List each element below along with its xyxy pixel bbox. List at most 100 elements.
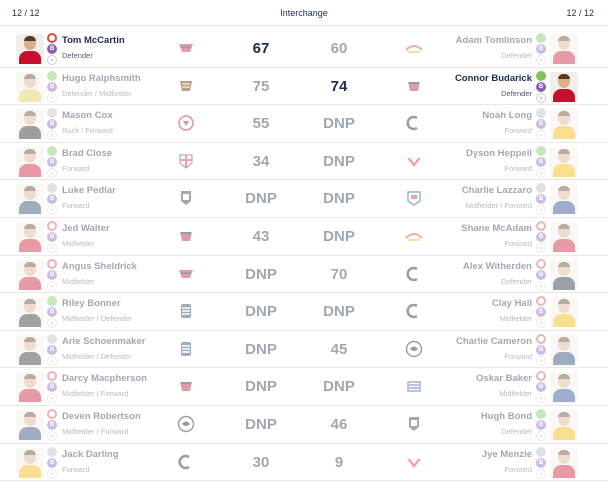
player-matchup-row[interactable]: B ★ Jack Darling Forward 30 9 Jye Menzie Forwar… (0, 444, 608, 482)
player-matchup-row[interactable]: B ★ Tom McCartin Defender 67 60 Adam Tomlinson… (0, 30, 608, 68)
star-icon: ★ (536, 92, 546, 103)
player-matchup-row[interactable]: B ★ Arie Schoenmaker Midfielder / Defender D… (0, 331, 608, 369)
player-position: Midfielder (62, 238, 95, 248)
player-name[interactable]: Hugh Bond (480, 410, 532, 422)
western-bulldogs-logo (405, 189, 423, 207)
melbourne-logo (177, 227, 195, 245)
player-matchup-row[interactable]: B ★ Mason Cox Ruck / Forward 55 DNP Noah Long F… (0, 105, 608, 143)
player-name[interactable]: Charlie Lazzaro (461, 185, 532, 197)
player-status-badges: B ★ (535, 370, 547, 404)
star-icon: ★ (47, 280, 57, 291)
player-name[interactable]: Clay Hall (491, 298, 532, 310)
star-icon: ★ (536, 355, 546, 366)
player-photo (16, 297, 44, 328)
sydney-logo (405, 453, 423, 471)
player-matchup-row[interactable]: B ★ Jed Walter Midfielder 43 DNP Shane McAdam F… (0, 218, 608, 256)
player-name[interactable]: Deven Robertson (62, 410, 141, 422)
player-name[interactable]: Mason Cox (62, 110, 113, 122)
carlton-logo (405, 302, 423, 320)
player-position: Midfielder / Forward (465, 201, 532, 211)
player-matchup-row[interactable]: B ★ Angus Sheldrick Midfielder DNP 70 Alex Wit… (0, 256, 608, 294)
player-position: Forward (62, 201, 90, 211)
right-score: DNP (323, 190, 355, 208)
player-photo (16, 34, 44, 64)
player-name[interactable]: Riley Bonner (62, 298, 121, 310)
player-name[interactable]: Brad Close (62, 147, 113, 159)
melbourne-logo (177, 377, 195, 395)
status-icon (536, 296, 546, 307)
player-name[interactable]: Tom McCartin (62, 35, 125, 46)
player-position: Forward (62, 464, 90, 474)
player-photo (16, 71, 44, 102)
right-player-info: Alex Witherden Defender (463, 261, 532, 286)
player-status-badges: B ★ (535, 182, 547, 216)
star-icon: ★ (47, 55, 57, 65)
player-status-badges: B ★ (46, 182, 58, 216)
left-player-info: Luke Pedlar Forward (62, 185, 116, 210)
bench-badge-icon: B (47, 419, 57, 430)
player-position: Forward (62, 163, 90, 173)
right-player-info: Dyson Heppell Forward (466, 148, 532, 173)
player-comparison-list: B ★ Tom McCartin Defender 67 60 Adam Tomlinson… (0, 30, 608, 482)
section-title: Interchange (280, 8, 328, 18)
status-icon (47, 145, 57, 156)
star-icon: ★ (536, 242, 546, 253)
bench-badge-icon: B (47, 382, 57, 393)
right-score: DNP (323, 115, 355, 133)
status-icon (536, 183, 546, 194)
player-status-badges: B ★ (535, 408, 547, 442)
player-photo (16, 372, 44, 403)
player-name[interactable]: Adam Tomlinson (455, 35, 532, 46)
player-name[interactable]: Jack Darling (62, 448, 119, 460)
right-score: 9 (334, 453, 344, 471)
player-name[interactable]: Noah Long (482, 110, 532, 122)
status-icon (536, 371, 546, 382)
collingwood-logo (405, 340, 423, 358)
player-name[interactable]: Jye Menzie (481, 448, 532, 460)
player-name[interactable]: Charlie Cameron (455, 335, 532, 347)
right-player-info: Charlie Lazzaro Midfielder / Forward (462, 185, 532, 210)
left-score: 30 (252, 453, 270, 471)
left-score: 67 (252, 40, 270, 57)
player-position: Midfielder / Forward (62, 389, 129, 399)
player-photo (550, 334, 578, 365)
player-name[interactable]: Connor Budarick (454, 72, 532, 84)
player-name[interactable]: Shane McAdam (461, 222, 532, 234)
player-name[interactable]: Luke Pedlar (62, 185, 116, 197)
player-matchup-row[interactable]: B ★ Darcy Macpherson Midfielder / Forward DN… (0, 368, 608, 406)
status-icon (47, 296, 57, 307)
status-icon (536, 108, 546, 119)
player-name[interactable]: Arie Schoenmaker (62, 335, 146, 347)
player-name[interactable]: Oskar Baker (476, 373, 532, 385)
star-icon: ★ (536, 167, 546, 178)
player-matchup-row[interactable]: B ★ Luke Pedlar Forward DNP DNP Charlie Lazzar… (0, 180, 608, 218)
player-name[interactable]: Hugo Ralphsmith (62, 72, 141, 84)
gold-coast-logo (405, 227, 423, 245)
player-name[interactable]: Dyson Heppell (466, 147, 532, 159)
melbourne-logo (405, 77, 423, 95)
player-position: Defender (501, 88, 532, 98)
player-name[interactable]: Darcy Macpherson (62, 373, 148, 385)
player-name[interactable]: Jed Walter (62, 222, 110, 234)
star-icon: ★ (47, 167, 57, 178)
bench-badge-icon: B (47, 44, 57, 54)
gold-coast-logo (405, 39, 423, 57)
player-status-badges: B ★ (46, 258, 58, 292)
player-name[interactable]: Alex Witherden (462, 260, 532, 272)
geelong-logo (177, 302, 195, 320)
player-status-badges: B ★ (535, 70, 547, 104)
player-name[interactable]: Angus Sheldrick (62, 260, 137, 272)
player-matchup-row[interactable]: B ★ Deven Robertson Midfielder / Forward DNP… (0, 406, 608, 444)
player-matchup-row[interactable]: B ★ Riley Bonner Midfielder / Defender DNP DN… (0, 293, 608, 331)
right-score: DNP (323, 303, 355, 321)
carlton-logo (405, 265, 423, 283)
player-matchup-row[interactable]: B ★ Hugo Ralphsmith Defender / Midfielder 75… (0, 68, 608, 106)
player-position: Defender (501, 51, 532, 60)
left-player-info: Angus Sheldrick Midfielder (62, 261, 137, 286)
player-position: Midfielder / Defender (62, 351, 132, 361)
right-score: 74 (330, 77, 348, 95)
star-icon: ★ (47, 242, 57, 253)
status-icon (536, 258, 546, 269)
player-matchup-row[interactable]: B ★ Brad Close Forward 34 DNP Dyson Heppell For… (0, 143, 608, 181)
bench-badge-icon: B (47, 344, 57, 355)
